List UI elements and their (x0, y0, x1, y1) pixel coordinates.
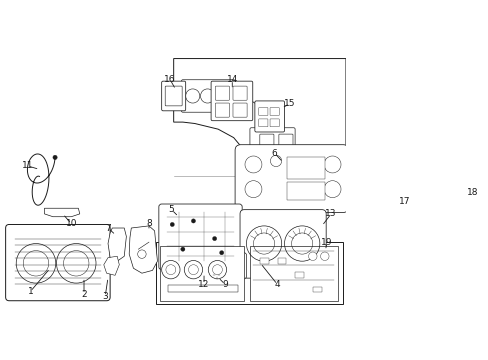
Circle shape (181, 247, 184, 251)
Text: 14: 14 (226, 75, 238, 84)
Text: 8: 8 (146, 219, 152, 228)
Bar (168, 285, 238, 292)
Circle shape (185, 89, 200, 103)
Bar (286, 157, 325, 179)
Circle shape (53, 155, 57, 159)
Text: 6: 6 (271, 149, 277, 158)
Text: 15: 15 (284, 99, 295, 108)
Text: 19: 19 (321, 238, 332, 247)
Polygon shape (195, 258, 216, 280)
Bar (249, 246, 337, 301)
Text: 1: 1 (27, 287, 33, 296)
Bar (260, 258, 268, 264)
Bar (156, 242, 343, 304)
Circle shape (215, 274, 218, 277)
FancyBboxPatch shape (258, 108, 267, 116)
FancyBboxPatch shape (254, 101, 284, 132)
FancyBboxPatch shape (181, 80, 235, 112)
FancyBboxPatch shape (215, 103, 229, 117)
Circle shape (215, 89, 229, 103)
Text: 7: 7 (105, 224, 111, 233)
Text: 11: 11 (22, 161, 33, 170)
FancyBboxPatch shape (378, 198, 413, 229)
Circle shape (200, 89, 214, 103)
FancyBboxPatch shape (232, 103, 246, 117)
Circle shape (162, 261, 180, 279)
Polygon shape (173, 59, 345, 203)
Circle shape (244, 181, 262, 198)
Text: 18: 18 (466, 188, 477, 197)
Text: 10: 10 (65, 219, 77, 228)
FancyBboxPatch shape (427, 222, 445, 239)
FancyBboxPatch shape (211, 81, 252, 121)
Circle shape (212, 237, 216, 241)
Text: 5: 5 (168, 205, 174, 214)
Circle shape (320, 252, 328, 261)
Text: 13: 13 (325, 210, 336, 219)
Polygon shape (218, 249, 246, 282)
Text: 2: 2 (81, 290, 87, 299)
Circle shape (212, 265, 222, 275)
FancyBboxPatch shape (215, 86, 229, 100)
FancyBboxPatch shape (383, 203, 408, 225)
Polygon shape (44, 208, 80, 217)
Circle shape (170, 222, 174, 226)
Circle shape (165, 265, 175, 275)
Circle shape (219, 251, 224, 255)
Circle shape (308, 252, 316, 261)
Text: 3: 3 (102, 292, 108, 301)
Text: 4: 4 (274, 280, 280, 289)
Circle shape (270, 155, 281, 167)
Text: 17: 17 (398, 197, 409, 206)
Circle shape (191, 219, 195, 223)
Circle shape (324, 181, 340, 198)
FancyBboxPatch shape (249, 128, 295, 159)
FancyBboxPatch shape (259, 134, 273, 153)
Circle shape (383, 208, 394, 220)
FancyBboxPatch shape (269, 119, 279, 127)
FancyBboxPatch shape (448, 198, 467, 215)
Text: 16: 16 (164, 75, 176, 84)
Text: 9: 9 (222, 280, 227, 289)
FancyBboxPatch shape (6, 225, 110, 301)
Bar (159, 246, 243, 301)
Circle shape (244, 156, 262, 173)
Circle shape (184, 261, 202, 279)
FancyBboxPatch shape (165, 86, 182, 106)
FancyBboxPatch shape (258, 119, 267, 127)
Circle shape (208, 261, 226, 279)
FancyBboxPatch shape (240, 210, 325, 278)
FancyBboxPatch shape (421, 190, 471, 244)
Bar (312, 287, 321, 292)
FancyBboxPatch shape (159, 204, 242, 270)
FancyBboxPatch shape (235, 145, 348, 212)
FancyBboxPatch shape (427, 198, 445, 215)
Circle shape (213, 272, 220, 279)
Bar (286, 182, 325, 200)
FancyBboxPatch shape (448, 222, 467, 239)
Polygon shape (103, 256, 119, 275)
Circle shape (324, 156, 340, 173)
FancyBboxPatch shape (269, 108, 279, 116)
Bar (277, 258, 285, 264)
Bar (295, 273, 304, 278)
Text: 12: 12 (198, 280, 209, 289)
Polygon shape (129, 226, 157, 273)
Polygon shape (108, 228, 126, 261)
FancyBboxPatch shape (162, 81, 185, 111)
FancyBboxPatch shape (278, 134, 292, 153)
FancyBboxPatch shape (232, 86, 246, 100)
Circle shape (188, 265, 198, 275)
